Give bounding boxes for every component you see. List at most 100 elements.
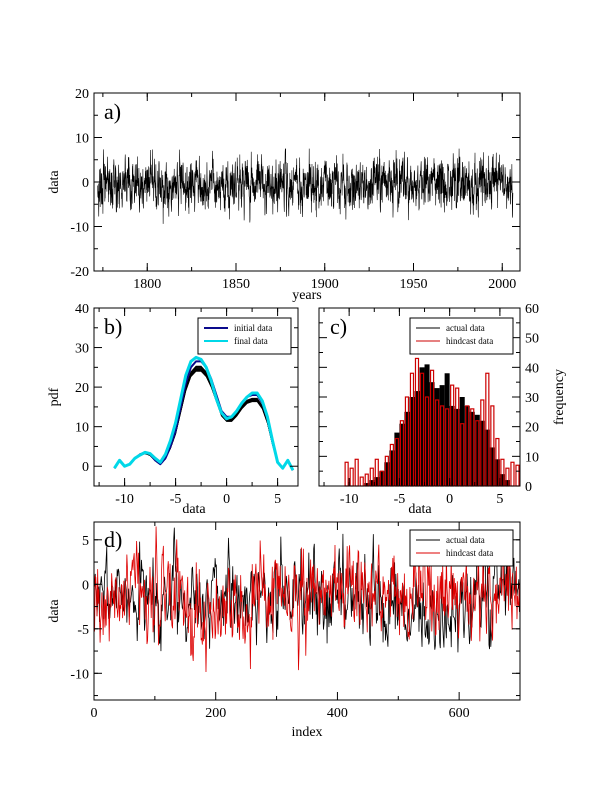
y-tick-label-10: 10 [75, 132, 89, 147]
y-tick-label--5: -5 [77, 623, 89, 638]
actual-bar [379, 471, 385, 486]
panel-d-series [93, 526, 521, 672]
y-tick-label--10: -10 [70, 667, 89, 682]
panel-a-ylabel: data [47, 170, 62, 194]
panel-d-legend: actual data hindcast data [409, 529, 514, 567]
actual-bar [374, 477, 380, 486]
x-tick-label--5: -5 [394, 492, 406, 507]
actual-bar [394, 432, 400, 486]
panel-d-xlabel: index [291, 725, 322, 740]
panel-c-series [344, 357, 520, 487]
panel-c-label: c) [330, 314, 347, 339]
legend-label-1: final data [234, 336, 268, 346]
panel-d: 0 200 400 600 -10 -5 0 5 d) index data actual d… [47, 521, 521, 740]
panel-a-label: a) [104, 99, 121, 124]
panel-a-xlabel: years [292, 288, 322, 303]
actual-bar [429, 382, 435, 486]
y-tick-label-0: 0 [525, 480, 532, 495]
actual-bar [384, 462, 390, 486]
x-tick-label-200: 200 [205, 706, 226, 721]
y-tick-label-5: 5 [82, 534, 89, 549]
actual-bar [444, 373, 450, 486]
panel-b-frame [93, 307, 299, 487]
y-tick-label-10: 10 [75, 421, 89, 436]
x-tick-label-1800: 1800 [133, 277, 161, 292]
actual-bar [409, 397, 415, 486]
actual-bar [404, 411, 410, 486]
actual-bar [479, 420, 485, 486]
x-tick-label--10: -10 [115, 492, 134, 507]
actual-bar [504, 480, 510, 486]
hindcast-bar [344, 461, 349, 487]
y-tick-label--10: -10 [70, 221, 89, 236]
actual-bar [419, 367, 425, 486]
y-tick-label-50: 50 [525, 332, 539, 347]
actual-bar [389, 450, 395, 486]
panel-d-ticks: 0 200 400 600 -10 -5 0 5 [70, 522, 521, 721]
hindcast-bar [359, 476, 364, 487]
actual-bar [449, 405, 455, 486]
panel-c-xlabel: data [408, 502, 432, 517]
x-tick-label-1950: 1950 [400, 277, 428, 292]
legend-box [197, 317, 292, 355]
panel-d-frame [93, 521, 521, 701]
x-tick-label-1850: 1850 [222, 277, 250, 292]
actual-bar [494, 459, 500, 486]
actual-bar [434, 388, 440, 486]
actual-bar [499, 474, 505, 486]
legend-label-0: actual data [446, 323, 485, 333]
y-tick-label-0: 0 [82, 176, 89, 191]
panel-b-ylabel: pdf [47, 387, 62, 406]
x-tick-label-0: 0 [223, 492, 230, 507]
y-tick-label-20: 20 [525, 421, 539, 436]
panel-b-xlabel: data [182, 502, 206, 517]
legend-label-0: initial data [234, 323, 272, 333]
legend-box [409, 529, 514, 567]
actual-bar [469, 411, 475, 486]
x-tick-label--10: -10 [340, 492, 359, 507]
actual-bar [459, 397, 465, 486]
actual-bar [414, 391, 420, 486]
actual-bar [489, 447, 495, 486]
panel-a-line [97, 148, 514, 224]
hindcast-bar [349, 467, 354, 487]
legend-label-1: hindcast data [446, 336, 493, 346]
panel-a: 1800 1850 1900 1950 2000 -20 -10 0 10 20 a) years… [47, 87, 521, 303]
actual-bar [474, 414, 480, 486]
legend-label-1: hindcast data [446, 548, 493, 558]
actual-bar [369, 480, 375, 486]
actual-bar [364, 483, 370, 486]
y-tick-label--20: -20 [70, 265, 89, 280]
hindcast-bar [354, 458, 359, 487]
x-tick-label-0: 0 [91, 706, 98, 721]
legend-box [409, 317, 514, 355]
legend-label-0: actual data [446, 535, 485, 545]
actual-bar [399, 423, 405, 486]
panel-a-series [97, 148, 514, 224]
x-tick-label-5: 5 [496, 492, 503, 507]
panel-c-legend: actual data hindcast data [409, 317, 514, 355]
panel-d-label: d) [104, 527, 122, 552]
panel-b-line-1 [113, 355, 295, 471]
hindcast-bar [515, 464, 520, 487]
actual-bar [454, 408, 460, 486]
x-tick-label-600: 600 [449, 706, 470, 721]
panel-b-label: b) [104, 314, 122, 339]
panel-d-line-1 [93, 526, 521, 672]
panel-a-ticks: 1800 1850 1900 1950 2000 -20 -10 0 10 20 [70, 87, 520, 292]
panel-b-series [113, 355, 295, 471]
y-tick-label-20: 20 [75, 87, 89, 102]
y-tick-label-40: 40 [75, 302, 89, 317]
panel-c-ylabel: frequency [552, 369, 567, 425]
panel-b-ticks: -10 -5 0 5 0 10 20 30 40 [75, 302, 298, 507]
x-tick-label-400: 400 [327, 706, 348, 721]
panel-b: -10 -5 0 5 0 10 20 30 40 b) data pdf initial dat… [47, 302, 299, 517]
x-tick-label-0: 0 [446, 492, 453, 507]
actual-bar [464, 405, 470, 486]
y-tick-label-40: 40 [525, 361, 539, 376]
y-tick-label-10: 10 [525, 450, 539, 465]
actual-bar [484, 429, 490, 486]
